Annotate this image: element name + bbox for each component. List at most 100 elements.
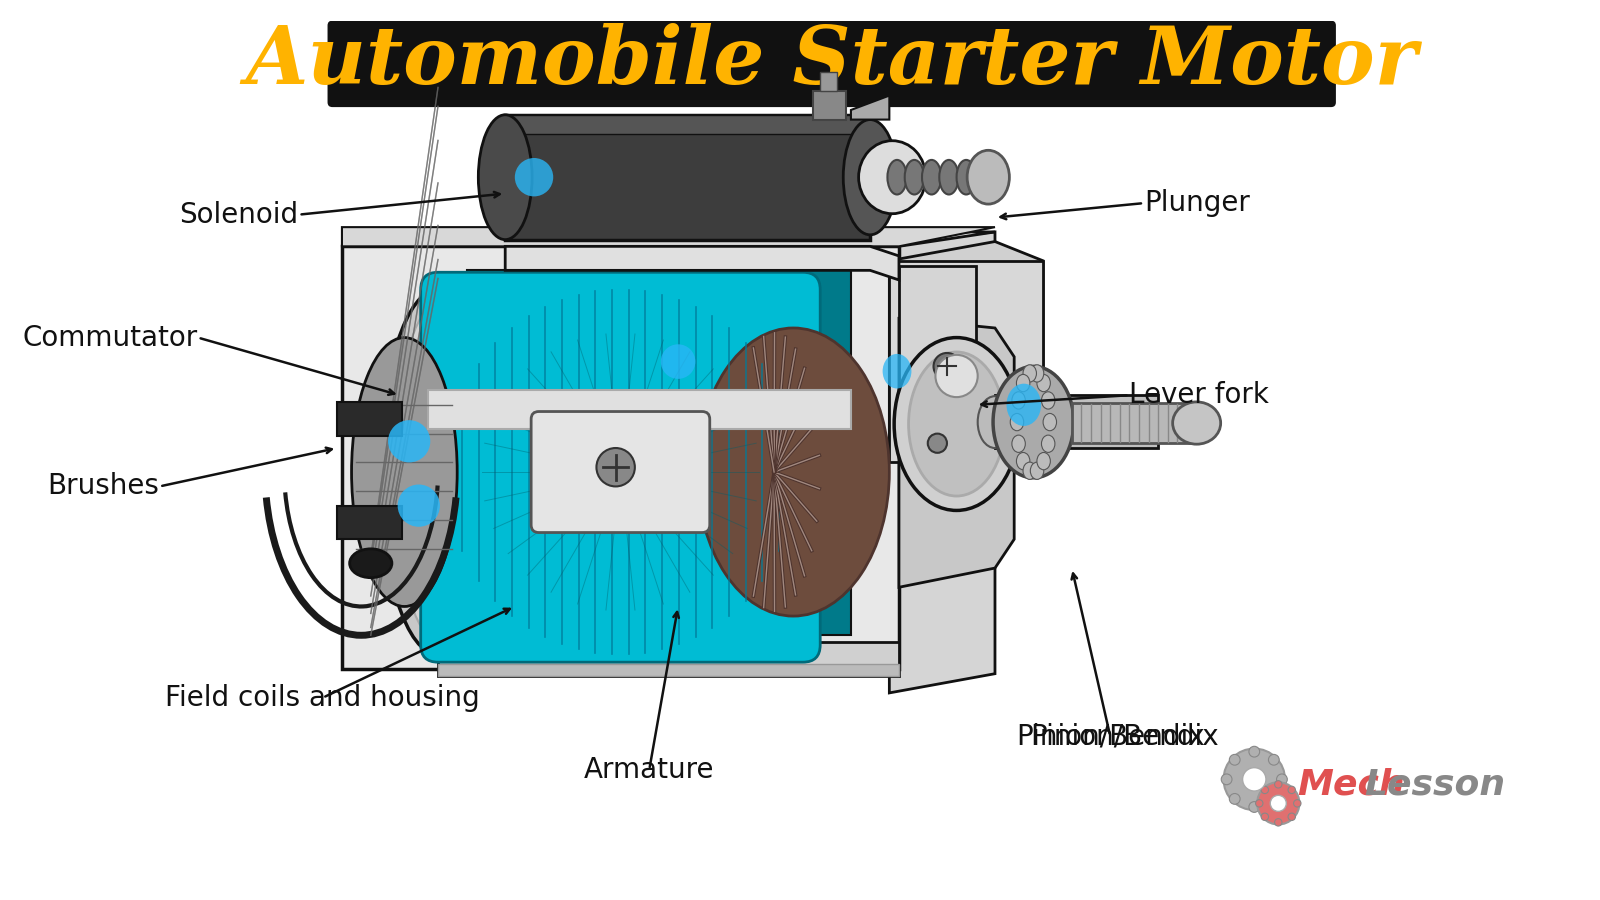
Polygon shape: [467, 270, 851, 635]
Bar: [995, 395, 1158, 448]
Ellipse shape: [698, 328, 890, 616]
Ellipse shape: [1006, 383, 1042, 426]
Ellipse shape: [1269, 754, 1280, 765]
Circle shape: [1258, 782, 1299, 824]
Ellipse shape: [1288, 787, 1296, 794]
Ellipse shape: [957, 160, 976, 194]
Bar: [338, 402, 403, 436]
Polygon shape: [342, 227, 995, 247]
Ellipse shape: [859, 140, 926, 213]
Ellipse shape: [661, 345, 696, 379]
Ellipse shape: [888, 160, 907, 194]
Text: Brushes: Brushes: [48, 472, 160, 500]
Ellipse shape: [1288, 813, 1296, 821]
Ellipse shape: [1016, 453, 1030, 470]
Ellipse shape: [478, 115, 533, 239]
Ellipse shape: [1030, 364, 1043, 382]
Ellipse shape: [1011, 435, 1026, 453]
Ellipse shape: [395, 304, 482, 640]
Text: Pinion/Bendix: Pinion/Bendix: [1030, 722, 1219, 750]
Ellipse shape: [1016, 374, 1030, 392]
FancyBboxPatch shape: [421, 273, 821, 662]
Text: Lesson: Lesson: [1365, 767, 1506, 801]
Ellipse shape: [904, 160, 923, 194]
Ellipse shape: [350, 549, 392, 578]
Ellipse shape: [909, 352, 1005, 496]
Ellipse shape: [1275, 819, 1282, 826]
Ellipse shape: [381, 290, 496, 654]
Ellipse shape: [966, 150, 1010, 204]
Ellipse shape: [1042, 392, 1054, 410]
Polygon shape: [342, 232, 995, 247]
Bar: [899, 266, 976, 443]
Ellipse shape: [994, 366, 1074, 478]
FancyBboxPatch shape: [328, 21, 1336, 107]
Ellipse shape: [936, 355, 978, 397]
Bar: [338, 506, 403, 539]
Text: Field coils and housing: Field coils and housing: [165, 684, 480, 712]
Ellipse shape: [978, 396, 1013, 448]
Ellipse shape: [1250, 802, 1259, 813]
Ellipse shape: [515, 158, 554, 196]
Text: Pinion/Bendix: Pinion/Bendix: [1016, 722, 1205, 750]
Polygon shape: [890, 241, 1043, 463]
Bar: [438, 642, 899, 676]
Ellipse shape: [1269, 794, 1280, 805]
Polygon shape: [506, 115, 870, 134]
Polygon shape: [851, 95, 890, 120]
Ellipse shape: [1043, 413, 1056, 431]
Polygon shape: [506, 247, 899, 280]
Bar: [1072, 403, 1197, 443]
Ellipse shape: [1030, 462, 1043, 480]
Ellipse shape: [1037, 453, 1050, 470]
Circle shape: [1243, 768, 1266, 791]
Polygon shape: [899, 319, 1014, 588]
Ellipse shape: [1221, 774, 1232, 785]
Ellipse shape: [1042, 435, 1054, 453]
Ellipse shape: [1277, 774, 1288, 785]
Ellipse shape: [352, 338, 458, 607]
Bar: [506, 115, 870, 239]
Text: Mech: Mech: [1298, 767, 1405, 801]
Ellipse shape: [597, 448, 635, 486]
Text: Automobile Starter Motor: Automobile Starter Motor: [246, 23, 1418, 101]
Ellipse shape: [1010, 413, 1024, 431]
Ellipse shape: [1037, 374, 1050, 392]
Ellipse shape: [922, 160, 941, 194]
Text: Lever fork: Lever fork: [1130, 382, 1269, 410]
Circle shape: [1270, 796, 1286, 812]
Text: Commutator: Commutator: [22, 324, 198, 352]
Ellipse shape: [389, 420, 430, 463]
Ellipse shape: [843, 120, 898, 235]
Bar: [813, 91, 846, 120]
Polygon shape: [890, 232, 995, 693]
Ellipse shape: [1011, 392, 1026, 410]
Bar: [429, 391, 851, 428]
Ellipse shape: [1250, 746, 1259, 757]
Ellipse shape: [933, 353, 960, 380]
Text: Solenoid: Solenoid: [179, 201, 299, 229]
Ellipse shape: [894, 338, 1019, 510]
Bar: [890, 261, 1043, 463]
Ellipse shape: [1256, 799, 1262, 807]
Ellipse shape: [398, 484, 440, 526]
Ellipse shape: [1261, 813, 1269, 821]
Ellipse shape: [928, 434, 947, 453]
Circle shape: [1224, 749, 1285, 810]
Ellipse shape: [939, 160, 958, 194]
Ellipse shape: [1229, 754, 1240, 765]
Bar: [342, 247, 899, 669]
Text: Plunger: Plunger: [1144, 189, 1250, 217]
Bar: [821, 72, 837, 91]
Text: Armature: Armature: [584, 756, 715, 784]
FancyBboxPatch shape: [531, 411, 710, 533]
Ellipse shape: [1275, 780, 1282, 788]
Ellipse shape: [1173, 402, 1221, 445]
Ellipse shape: [1022, 462, 1037, 480]
Ellipse shape: [1229, 794, 1240, 805]
Ellipse shape: [1294, 799, 1301, 807]
Ellipse shape: [1022, 364, 1037, 382]
Ellipse shape: [974, 160, 994, 194]
Polygon shape: [438, 664, 899, 676]
Ellipse shape: [883, 354, 912, 389]
